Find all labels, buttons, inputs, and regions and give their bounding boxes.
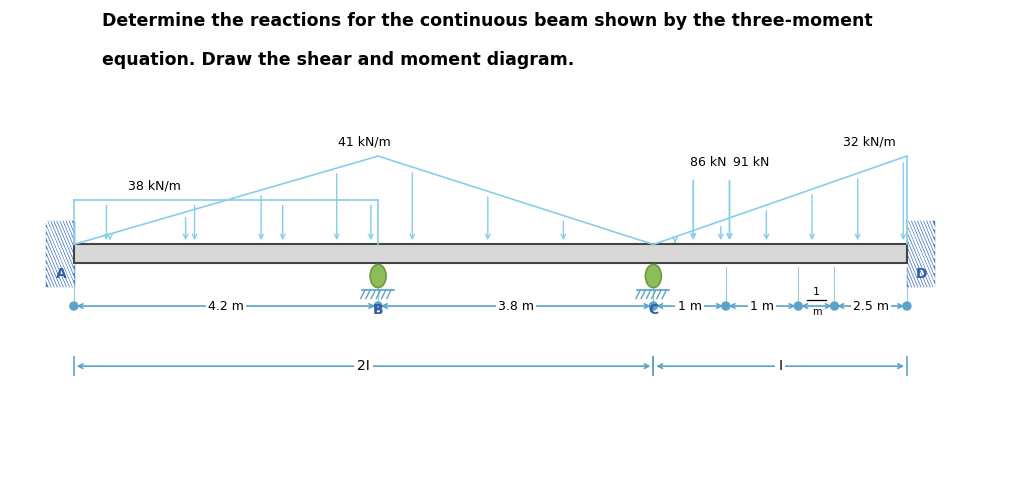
Text: 91 kN: 91 kN: [733, 156, 770, 169]
Circle shape: [70, 302, 78, 310]
Text: 3.8 m: 3.8 m: [497, 299, 534, 312]
Polygon shape: [907, 221, 935, 286]
Text: 38 kN/m: 38 kN/m: [128, 179, 181, 192]
Text: 41 kN/m: 41 kN/m: [339, 136, 391, 149]
Text: Determine the reactions for the continuous beam shown by the three-moment: Determine the reactions for the continuo…: [102, 12, 873, 30]
Circle shape: [794, 302, 802, 310]
Text: 1 m: 1 m: [751, 299, 774, 312]
Text: C: C: [648, 303, 659, 317]
Text: 86 kN: 86 kN: [690, 156, 726, 169]
Text: D: D: [915, 267, 928, 281]
Text: A: A: [56, 267, 66, 281]
Text: 4.2 m: 4.2 m: [208, 299, 244, 312]
Circle shape: [722, 302, 730, 310]
Circle shape: [650, 302, 657, 310]
Text: 1: 1: [813, 287, 820, 296]
Ellipse shape: [370, 264, 386, 288]
Text: 32 kN/m: 32 kN/m: [843, 136, 896, 149]
Ellipse shape: [646, 264, 661, 288]
Polygon shape: [47, 221, 74, 286]
Text: 2I: 2I: [357, 359, 370, 373]
Text: 2.5 m: 2.5 m: [852, 299, 889, 312]
Text: I: I: [778, 359, 782, 373]
Text: m: m: [812, 307, 821, 317]
Circle shape: [831, 302, 838, 310]
Text: 1 m: 1 m: [677, 299, 702, 312]
Polygon shape: [74, 244, 907, 263]
Text: equation. Draw the shear and moment diagram.: equation. Draw the shear and moment diag…: [102, 51, 574, 69]
Circle shape: [374, 302, 382, 310]
Circle shape: [903, 302, 911, 310]
Text: B: B: [373, 303, 383, 317]
